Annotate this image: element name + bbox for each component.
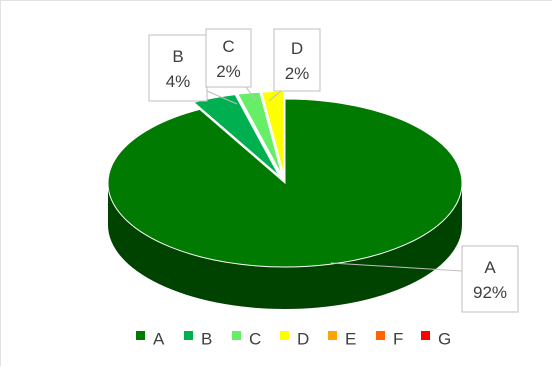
- leader-line-a: [330, 262, 463, 272]
- data-label-category-c: C: [222, 37, 234, 56]
- slice-side-a: [108, 183, 462, 309]
- legend-swatch-e: [328, 331, 337, 340]
- legend-label-f: F: [393, 329, 403, 348]
- legend-label-c: C: [249, 329, 261, 348]
- legend-label-e: E: [345, 329, 356, 348]
- data-label-value-b: 4%: [166, 72, 191, 91]
- data-label-value-c: 2%: [216, 62, 241, 81]
- slice-b: [192, 94, 280, 177]
- legend-label-b: B: [201, 329, 212, 348]
- data-label-category-b: B: [172, 47, 183, 66]
- data-label-box-c: [205, 28, 252, 88]
- legend-swatch-g: [421, 331, 430, 340]
- data-label-value-d: 2%: [285, 64, 310, 83]
- legend-swatch-d: [280, 331, 289, 340]
- data-label-box-b: [148, 34, 208, 102]
- slice-c: [237, 91, 283, 176]
- legend-swatch-b: [184, 331, 193, 340]
- legend-label-g: G: [438, 329, 451, 348]
- data-label-value-a: 92%: [473, 283, 507, 302]
- data-label-box-d: [273, 28, 321, 92]
- slice-a: [107, 98, 463, 268]
- leader-line-c: [245, 86, 257, 102]
- data-label-category-d: D: [291, 39, 303, 58]
- leader-line-d: [268, 90, 282, 102]
- legend-swatch-c: [232, 331, 241, 340]
- data-label-category-a: A: [484, 258, 496, 277]
- legend-swatch-a: [136, 331, 145, 340]
- legend-swatch-f: [376, 331, 385, 340]
- legend-label-d: D: [297, 329, 309, 348]
- leader-line-b: [206, 90, 238, 105]
- legend-label-a: A: [153, 329, 165, 348]
- data-label-box-a: [461, 245, 519, 313]
